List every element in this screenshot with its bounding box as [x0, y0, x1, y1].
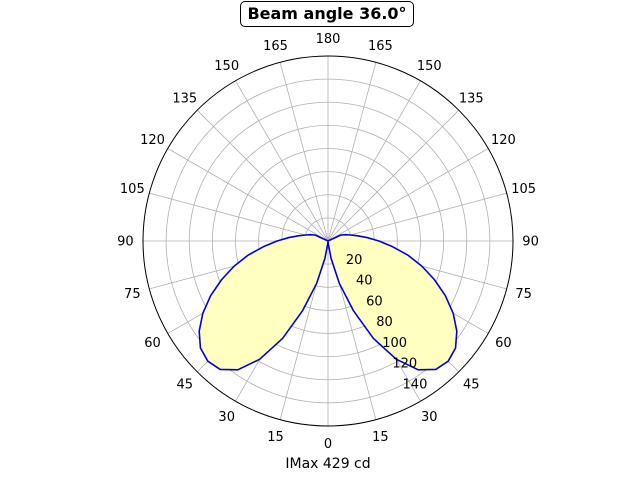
angle-tick-label: 180 [316, 32, 341, 47]
chart-title: Beam angle 36.0° [240, 1, 414, 27]
angle-tick-label: 150 [417, 59, 442, 74]
angular-grid-line [327, 148, 489, 242]
radial-tick-label: 120 [392, 357, 417, 372]
angle-tick-label: 90 [117, 235, 134, 250]
angle-tick-label: 105 [120, 182, 145, 197]
angular-grid-line [196, 109, 329, 242]
angle-tick-label: 75 [124, 287, 141, 302]
angular-grid-line [327, 109, 460, 242]
angle-tick-label: 165 [368, 39, 393, 54]
intensity-curve-0 [198, 233, 458, 371]
angular-grid-line [149, 192, 329, 242]
angular-grid-line [327, 62, 377, 242]
angle-tick-label: 150 [214, 59, 239, 74]
polar-frame [142, 55, 514, 427]
angular-grid-line [235, 80, 329, 242]
angle-tick-label: 45 [463, 378, 480, 393]
radial-tick-label: 40 [356, 274, 373, 289]
angle-tick-label: 30 [218, 410, 235, 425]
angle-tick-label: 135 [172, 91, 197, 106]
angle-tick-label: 120 [140, 133, 165, 148]
angular-grid-line [327, 192, 507, 242]
angle-tick-label: 75 [515, 287, 532, 302]
angle-tick-label: 120 [491, 133, 516, 148]
angular-grid-line [279, 62, 329, 242]
angle-tick-label: 45 [176, 378, 193, 393]
radial-tick-label: 20 [346, 253, 363, 268]
angle-tick-label: 0 [324, 437, 332, 452]
angular-grid-line [167, 148, 329, 242]
angle-tick-label: 15 [372, 430, 389, 445]
angle-tick-label: 60 [144, 336, 161, 351]
intensity-curve-layer [198, 233, 458, 371]
angle-tick-label: 165 [263, 39, 288, 54]
angle-tick-label: 90 [522, 235, 539, 250]
angle-tick-label: 105 [511, 182, 536, 197]
angle-tick-label: 15 [267, 430, 284, 445]
angle-tick-label: 60 [495, 336, 512, 351]
angle-tick-label: 135 [459, 91, 484, 106]
radial-tick-label: 140 [403, 377, 428, 392]
radial-tick-label: 80 [376, 315, 393, 330]
angular-grid-line [327, 80, 421, 242]
radial-tick-label: 60 [366, 294, 383, 309]
angle-tick-label: 30 [421, 410, 438, 425]
intensity-fill-0 [199, 234, 457, 370]
tick-labels: 0 15 30 45 60 75 90 105 120 135 150 165 180 165 150 135… [117, 32, 539, 452]
radial-tick-label: 100 [382, 336, 407, 351]
x-axis-label: IMax 429 cd [285, 456, 371, 472]
